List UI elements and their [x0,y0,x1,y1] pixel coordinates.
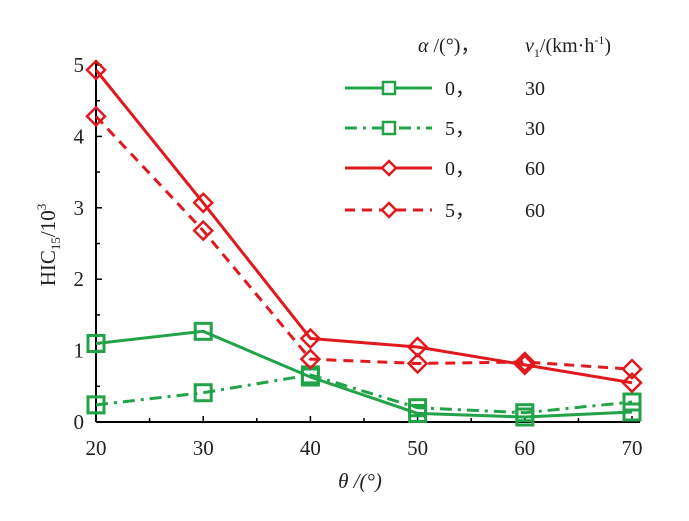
data-point [299,348,322,370]
y-tick-label: 4 [74,124,85,148]
y-tick-label: 1 [74,339,85,363]
legend-item: 5， 30 [345,118,545,140]
series-line [94,69,633,385]
legend-item: 5， 60 [345,200,545,222]
series-line [95,373,633,415]
legend-marker-diamond [380,201,398,219]
x-tick-label: 30 [193,436,214,460]
legend-alpha-value: 5， [445,118,475,140]
y-tick-label: 3 [74,196,85,220]
y-axis-label: HIC15/103 [34,204,63,287]
data-point [192,192,214,214]
x-tick-label: 40 [300,436,321,460]
y-tick-label: 0 [74,410,85,434]
data-point [621,358,643,380]
legend-alpha-value: 5， [445,200,475,222]
data-point [406,352,429,375]
legend-v1-value: 30 [525,78,545,100]
legend-alpha-value: 0， [445,78,475,100]
legend-marker-diamond [380,159,398,177]
legend-marker-square [381,120,397,136]
data-point [515,403,535,423]
series-line [94,115,633,371]
series-line [95,329,633,419]
data-point [408,398,428,418]
data-point [86,333,106,353]
series-5-30 [86,365,642,423]
x-axis-label: θ /(°) [338,469,382,493]
legend-marker-square [381,80,397,96]
data-point [193,383,213,403]
legend-header-v: v1/(km·h-1) [525,33,611,60]
data-point [85,59,107,81]
legend-header-alpha: α /(°)， [418,35,480,57]
data-point [193,321,213,341]
series-5-60 [85,105,643,380]
legend-item: 0， 30 [345,78,545,100]
x-tick-label: 20 [86,436,107,460]
axes: 20 30 40 50 60 70 0 1 2 3 4 5 [74,53,643,460]
y-tick-label: 2 [74,267,85,291]
legend-alpha-value: 0， [445,158,475,180]
legend-v1-value: 60 [525,200,545,222]
x-tick-label: 60 [514,436,535,460]
data-point [622,392,642,412]
y-tick-label: 5 [74,53,85,77]
x-tick-label: 50 [407,436,428,460]
data-point [299,327,322,350]
series-group [85,59,643,427]
data-point [621,371,643,394]
legend-v1-value: 30 [525,118,545,140]
x-tick-label: 70 [622,436,643,460]
legend: 0， 30 5， 30 0， 60 5， 60 [345,78,545,222]
legend-item: 0， 60 [345,158,545,180]
series-0-60 [85,59,643,394]
legend-v1-value: 60 [525,158,545,180]
data-point [192,219,214,242]
data-point [514,351,536,373]
data-point [622,402,642,422]
data-point [85,105,107,128]
data-point [86,395,106,415]
